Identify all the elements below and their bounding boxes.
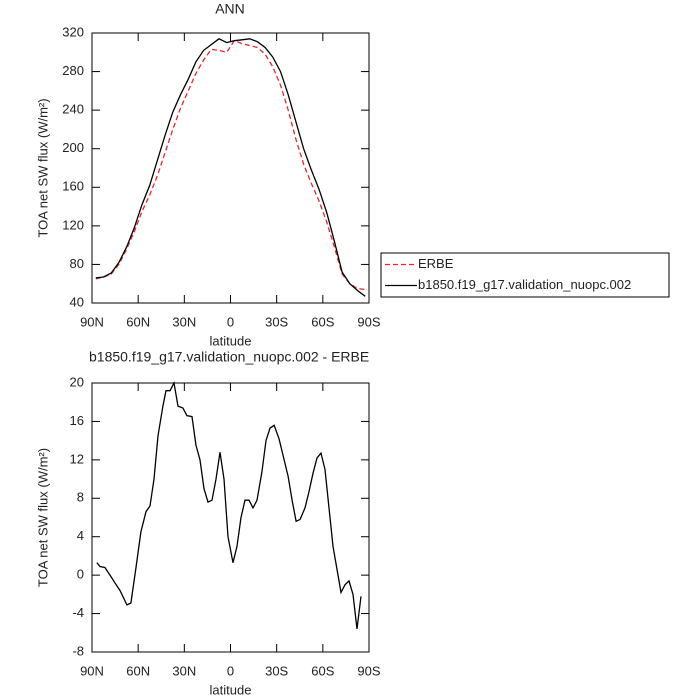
x-tick-label: 90S <box>357 314 380 329</box>
legend-label: ERBE <box>418 256 454 271</box>
y-tick-label: 280 <box>62 63 84 78</box>
x-tick-label: 90N <box>80 663 104 678</box>
y-tick-label: 200 <box>62 140 84 155</box>
legend-box <box>380 252 670 298</box>
x-tick-label: 30S <box>265 314 288 329</box>
data-line <box>96 380 362 629</box>
y-tick-label: 8 <box>77 490 84 505</box>
data-line <box>95 38 366 297</box>
x-tick-label: 0 <box>227 314 234 329</box>
y-tick-label: -4 <box>72 605 84 620</box>
x-tick-label: 30S <box>265 663 288 678</box>
y-tick-label: 160 <box>62 179 84 194</box>
y-tick-label: 40 <box>70 294 84 309</box>
y-tick-label: 12 <box>70 451 84 466</box>
x-tick-label: 90S <box>357 663 380 678</box>
x-tick-label: 60S <box>311 663 334 678</box>
y-tick-label: 0 <box>77 567 84 582</box>
x-tick-label: 60N <box>126 314 150 329</box>
y-tick-label: 320 <box>62 24 84 39</box>
chart-title: ANN <box>215 1 245 17</box>
x-axis-label: latitude <box>210 682 252 697</box>
x-tick-label: 60S <box>311 314 334 329</box>
plot-frame <box>91 32 370 304</box>
y-tick-label: 80 <box>70 256 84 271</box>
y-tick-label: -8 <box>72 643 84 658</box>
x-tick-label: 60N <box>126 663 150 678</box>
y-tick-label: 16 <box>70 413 84 428</box>
y-axis-label: TOA net SW flux (W/m²) <box>35 98 50 237</box>
x-tick-label: 30N <box>172 314 196 329</box>
y-tick-label: 20 <box>70 374 84 389</box>
y-tick-label: 120 <box>62 217 84 232</box>
data-line <box>95 39 366 291</box>
y-axis-label: TOA net SW flux (W/m²) <box>35 448 50 587</box>
legend-label: b1850.f19_g17.validation_nuopc.002 <box>418 277 631 292</box>
chart-title: b1850.f19_g17.validation_nuopc.002 - ERB… <box>89 349 369 365</box>
x-axis-label: latitude <box>210 333 252 348</box>
x-tick-label: 30N <box>172 663 196 678</box>
y-tick-label: 4 <box>77 528 84 543</box>
plot-frame <box>91 382 370 653</box>
x-tick-label: 90N <box>80 314 104 329</box>
x-tick-label: 0 <box>227 663 234 678</box>
y-tick-label: 240 <box>62 102 84 117</box>
